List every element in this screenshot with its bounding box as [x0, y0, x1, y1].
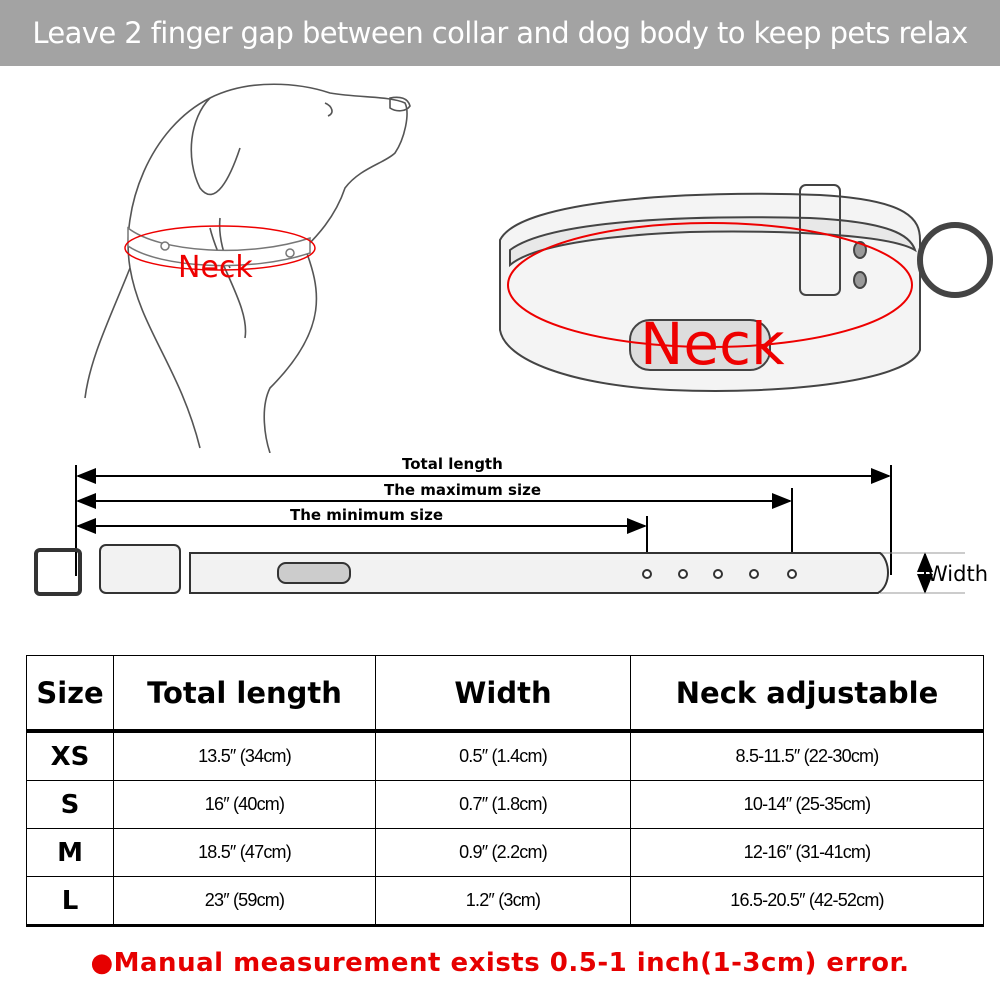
collar-illustration [499, 184, 993, 392]
table-header-row: Size Total length Width Neck adjustable [26, 655, 984, 733]
size-cell: M [26, 828, 114, 877]
table-row: XS 13.5″ (34cm) 0.5″ (1.4cm) 8.5-11.5″ (… [26, 730, 984, 781]
neck-cell: 12-16″ (31-41cm) [630, 828, 984, 877]
total-length-cell: 13.5″ (34cm) [113, 730, 376, 781]
size-cell: S [26, 780, 114, 829]
total-length-cell: 16″ (40cm) [113, 780, 376, 829]
total-length-label: Total length [402, 455, 503, 473]
width-cell: 1.2″ (3cm) [375, 876, 631, 927]
table-row: M 18.5″ (47cm) 0.9″ (2.2cm) 12-16″ (31-4… [26, 828, 984, 877]
total-length-cell: 18.5″ (47cm) [113, 828, 376, 877]
measurement-error-note: ●Manual measurement exists 0.5-1 inch(1-… [90, 948, 910, 978]
neck-measure-ellipse [124, 225, 316, 271]
maximum-size-label: The maximum size [384, 481, 542, 499]
size-cell: L [26, 876, 114, 927]
collar-neck-ellipse [507, 222, 913, 348]
flat-collar-strap [34, 544, 889, 596]
width-label: Width [927, 562, 989, 586]
width-cell: 0.9″ (2.2cm) [375, 828, 631, 877]
minimum-size-label: The minimum size [290, 506, 444, 524]
total-length-cell: 23″ (59cm) [113, 876, 376, 927]
header-total-length: Total length [113, 655, 376, 733]
neck-cell: 16.5-20.5″ (42-52cm) [630, 876, 984, 927]
header-width: Width [375, 655, 631, 733]
width-cell: 0.7″ (1.8cm) [375, 780, 631, 829]
banner: Leave 2 finger gap between collar and do… [0, 0, 1000, 66]
size-table: Size Total length Width Neck adjustable … [26, 655, 984, 927]
dog-neck-label: Neck [178, 250, 253, 285]
width-cell: 0.5″ (1.4cm) [375, 730, 631, 781]
table-row: L 23″ (59cm) 1.2″ (3cm) 16.5-20.5″ (42-5… [26, 876, 984, 927]
dog-illustration [84, 83, 411, 453]
table-row: S 16″ (40cm) 0.7″ (1.8cm) 10-14″ (25-35c… [26, 780, 984, 829]
measurement-diagram [34, 465, 965, 596]
header-size: Size [26, 655, 114, 733]
header-neck-adjustable: Neck adjustable [630, 655, 984, 733]
size-cell: XS [26, 730, 114, 781]
collar-neck-label: Neck [640, 310, 785, 378]
neck-cell: 8.5-11.5″ (22-30cm) [630, 730, 984, 781]
neck-cell: 10-14″ (25-35cm) [630, 780, 984, 829]
